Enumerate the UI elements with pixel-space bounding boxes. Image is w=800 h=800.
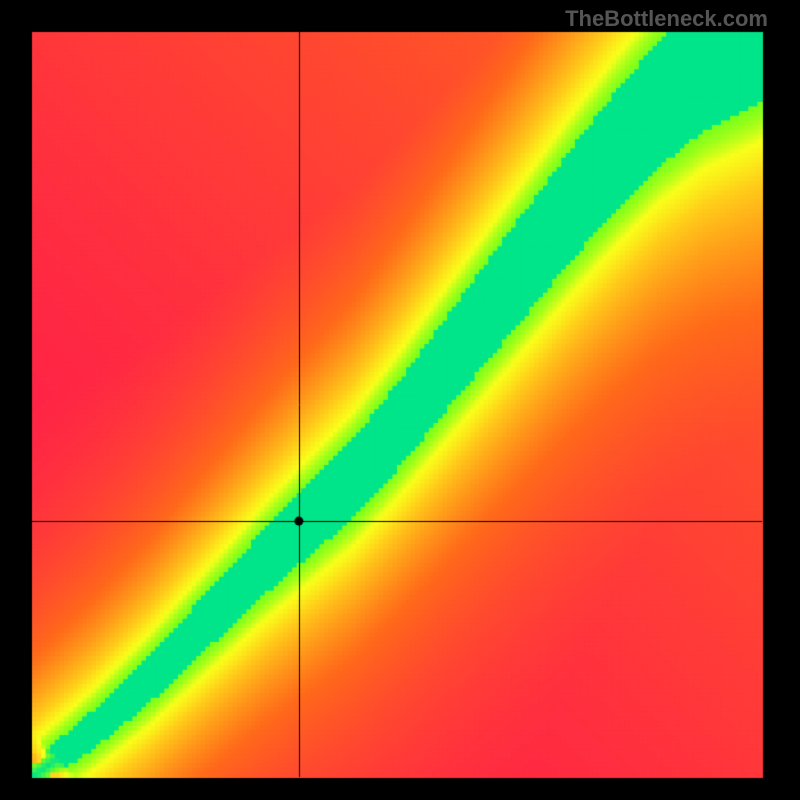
watermark-text: TheBottleneck.com xyxy=(565,6,768,32)
chart-container: TheBottleneck.com xyxy=(0,0,800,800)
heatmap-canvas xyxy=(0,0,800,800)
